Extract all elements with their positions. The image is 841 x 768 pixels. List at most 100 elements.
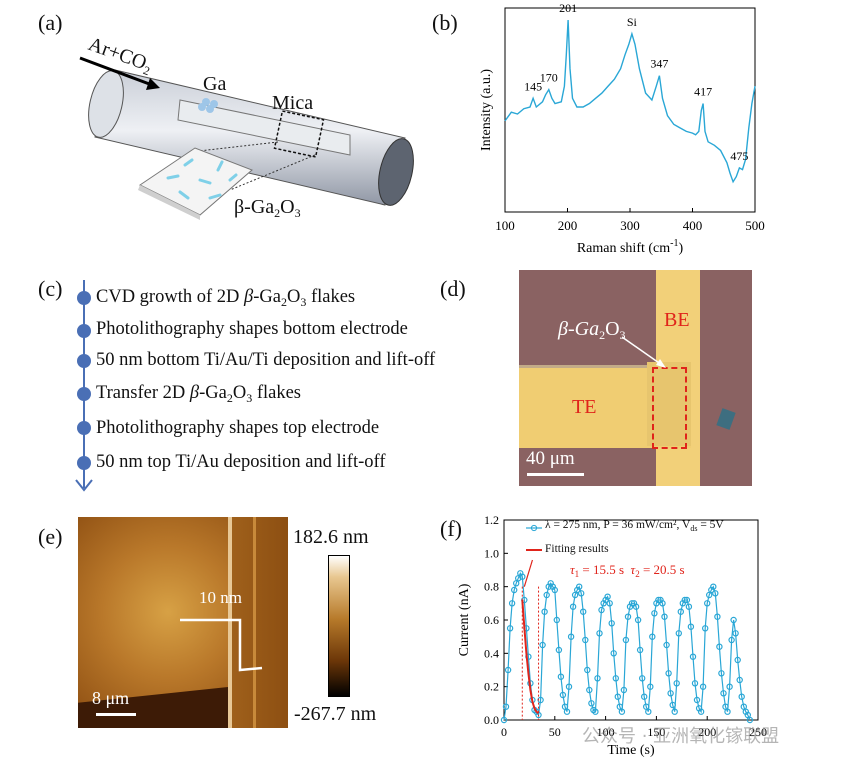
legend-fit: Fitting results <box>545 543 609 555</box>
gas-flow-arrow <box>79 56 153 87</box>
photocurrent-point <box>645 708 652 715</box>
flake-region <box>647 362 691 446</box>
photocurrent-point <box>510 586 518 594</box>
photocurrent-point <box>551 586 559 594</box>
x-axis-label: Raman shift (cm-1) <box>577 238 684 256</box>
scale-label-d: 40 μm <box>526 448 575 469</box>
peak-label: 417 <box>694 85 712 99</box>
photocurrent-point <box>699 683 707 690</box>
photocurrent-point <box>628 600 636 607</box>
photocurrent-point <box>555 646 563 654</box>
peak-label: 475 <box>730 149 748 163</box>
panel-d-label: (d) <box>440 276 466 301</box>
photocurrent-point <box>710 583 717 590</box>
photocurrent-point <box>693 696 701 704</box>
photocurrent-point <box>624 613 632 620</box>
peak-label: 347 <box>650 57 668 71</box>
ga-droplets-icon <box>198 98 218 113</box>
photocurrent-point <box>669 701 676 709</box>
photocurrent-point <box>634 616 642 624</box>
photocurrent-point <box>502 703 510 710</box>
photo-frame <box>503 519 759 721</box>
debris <box>716 408 736 430</box>
photocurrent-point <box>671 708 678 715</box>
y-tick-label: 0.0 <box>484 713 499 727</box>
panel-a-tube-illustration <box>79 56 414 220</box>
raman-series-line <box>504 19 756 184</box>
photocurrent-point <box>685 603 693 610</box>
photocurrent-point <box>728 636 735 644</box>
photocurrent-point <box>665 670 672 677</box>
photocurrent-point <box>506 625 514 632</box>
optical-micrograph <box>519 270 752 486</box>
photocurrent-point <box>606 600 613 607</box>
colorbar-min-label: -267.7 nm <box>294 703 377 725</box>
photocurrent-point <box>726 683 733 690</box>
photocurrent-point <box>661 613 668 620</box>
x-tick-label: 150 <box>647 725 665 739</box>
photocurrent-point <box>736 676 743 684</box>
photocurrent-point <box>608 620 615 627</box>
panel-a-label: (a) <box>38 10 63 35</box>
colorbar <box>328 555 350 697</box>
photocurrent-point <box>569 603 577 610</box>
fitting-series-line <box>521 599 540 715</box>
photocurrent-point <box>673 680 680 687</box>
photocurrent-point <box>618 708 626 715</box>
photocurrent-point <box>687 623 695 630</box>
peak-label: 201 <box>559 1 577 15</box>
x-axis-label: Time (s) <box>607 743 655 758</box>
photocurrent-point <box>704 600 711 607</box>
scale-bar-e <box>96 713 136 716</box>
photocurrent-point <box>521 596 528 604</box>
photocurrent-point <box>588 700 595 707</box>
flakes-icon <box>166 158 238 200</box>
photocurrent-point <box>718 670 725 677</box>
photocurrent-point <box>543 591 550 599</box>
photocurrent-point <box>681 596 688 604</box>
photocurrent-point <box>557 673 565 680</box>
tau-pointer-arrow <box>523 559 534 587</box>
process-step-5: Photolithography shapes top electrode <box>96 418 380 438</box>
photocurrent-point <box>720 690 727 697</box>
process-step-1: CVD growth of 2D β-Ga2O3 flakes <box>96 287 356 309</box>
photocurrent-point <box>614 693 621 700</box>
process-step-6: 50 nm top Ti/Au deposition and lift-off <box>96 452 386 472</box>
photocurrent-point <box>500 716 508 724</box>
flake-pointer-arrow <box>621 336 666 368</box>
te-label: TE <box>572 396 597 418</box>
x-tick-label: 0 <box>501 725 507 739</box>
photocurrent-point <box>610 650 617 657</box>
photocurrent-point <box>598 606 605 614</box>
legend-line1: λ = 275 nm, P = 36 mW/cm², Vds = 5V <box>545 519 724 533</box>
y-tick-label: 1.0 <box>484 546 499 560</box>
panel-e-label: (e) <box>38 524 63 549</box>
panel-f-label: (f) <box>440 516 462 541</box>
photocurrent-point <box>620 686 628 694</box>
photocurrent-point <box>565 683 573 690</box>
photocurrent-point <box>663 641 670 649</box>
flake-label: β-Ga2O3 <box>558 318 626 342</box>
photocurrent-point <box>714 613 721 620</box>
watermark: 公众号 · 亚洲氧化镓联盟 <box>582 726 780 747</box>
photocurrent-point <box>683 596 691 604</box>
photocurrent-point <box>716 643 723 650</box>
mica-boat <box>177 99 351 156</box>
x-tick-label: 200 <box>698 725 716 739</box>
tube-end-right <box>378 138 414 206</box>
photocurrent-chart: 0 50 100 150 200 250 0.0 0.2 0.4 0.6 0.8 1.0 1.2 Time… <box>457 513 767 758</box>
process-step-3: 50 nm bottom Ti/Au/Ti deposition and lif… <box>96 350 436 370</box>
x-tick-label: 100 <box>597 725 615 739</box>
product-label: β-Ga2O3 <box>234 196 301 220</box>
x-tick-label: 50 <box>549 725 561 739</box>
tau-label: τ1 = 15.5 s τ2 = 20.5 s <box>570 562 685 579</box>
peak-label: 145 <box>524 79 542 93</box>
scale-label-e: 8 μm <box>92 688 130 708</box>
x-tick-label: 300 <box>620 218 640 233</box>
height-label: 10 nm <box>199 588 242 607</box>
colorbar-max-label: 182.6 nm <box>293 526 369 548</box>
photocurrent-point <box>746 716 754 724</box>
x-tick-label: 200 <box>558 218 578 233</box>
photocurrent-point <box>604 593 611 600</box>
